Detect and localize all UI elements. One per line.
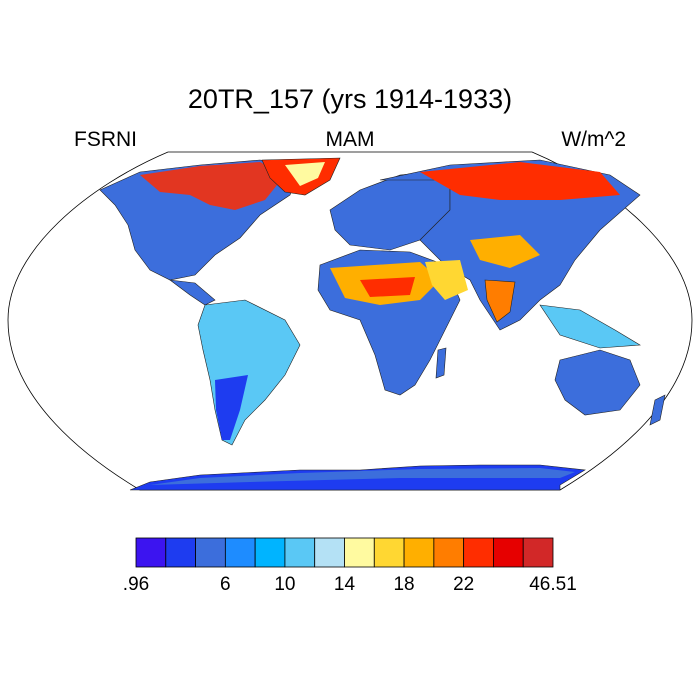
australia [554,349,641,416]
colorbar-tick-label: 6 [220,574,231,595]
colorbar-box [493,537,524,568]
colorbar-box [165,537,196,568]
colorbar-tick-label: .96 [122,574,150,595]
variable-label: FSRNI [74,128,137,151]
units-label: W/m^2 [561,128,626,151]
colorbar-box [522,537,554,568]
south-america-south [215,375,248,440]
colorbar-box [224,537,256,568]
colorbar-box [373,537,405,568]
new-zealand [649,394,666,426]
colorbar-box [463,537,494,568]
arabia [425,260,468,300]
colorbar-boxes [135,537,554,568]
antarctica-coast [150,468,575,485]
colorbar-box [314,537,345,568]
madagascar [435,347,447,379]
colorbar-box [195,537,226,568]
colorbar-tick-label: 22 [453,574,475,595]
colorbar-box [254,537,286,568]
colorbar-tick-label: 10 [274,574,296,595]
season-label: MAM [325,128,375,151]
central-asia-desert [470,235,540,268]
greenland-core [285,162,325,186]
colorbar-box [135,537,167,568]
canada-north [140,162,285,210]
india [484,279,516,323]
sahara-core [360,277,415,297]
siberia [420,162,620,200]
colorbar-tick-label: 14 [333,574,356,595]
colorbar-box [433,537,465,568]
central-america [168,279,216,306]
colorbar-box [344,537,375,568]
colorbar-tick-label: 18 [393,574,415,595]
colorbar-tick-label: 46.51 [529,574,577,595]
colorbar-box [403,537,435,568]
plot-title: 20TR_157 (yrs 1914-1933) [187,84,513,114]
southeast-asia [539,304,641,349]
colorbar-box [284,537,316,568]
